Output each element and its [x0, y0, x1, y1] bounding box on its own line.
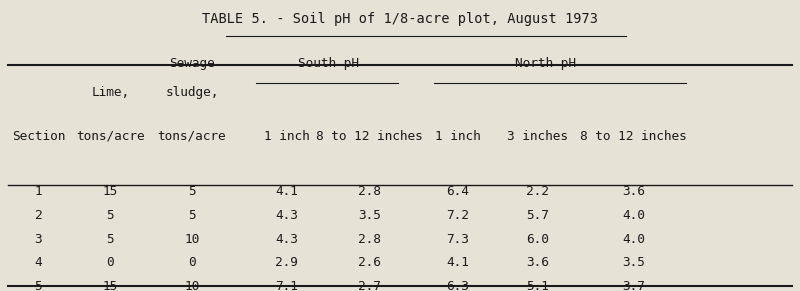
Text: South pH: South pH: [298, 57, 358, 70]
Text: 4.3: 4.3: [275, 209, 298, 222]
Text: 2.6: 2.6: [358, 256, 381, 269]
Text: 8 to 12 inches: 8 to 12 inches: [316, 129, 423, 143]
Text: 6.0: 6.0: [526, 233, 549, 246]
Text: 1 inch: 1 inch: [263, 129, 310, 143]
Text: 1 inch: 1 inch: [434, 129, 481, 143]
Text: 5: 5: [188, 185, 196, 198]
Text: 8 to 12 inches: 8 to 12 inches: [580, 129, 687, 143]
Text: 5.1: 5.1: [526, 280, 549, 291]
Text: 0: 0: [188, 256, 196, 269]
Text: 3.6: 3.6: [622, 185, 645, 198]
Text: 7.3: 7.3: [446, 233, 469, 246]
Text: 3.7: 3.7: [622, 280, 645, 291]
Text: 10: 10: [184, 280, 200, 291]
Text: tons/acre: tons/acre: [158, 129, 226, 143]
Text: 2: 2: [34, 209, 42, 222]
Text: 4.3: 4.3: [275, 233, 298, 246]
Text: 4.0: 4.0: [622, 233, 645, 246]
Text: 0: 0: [106, 256, 114, 269]
Text: 2.9: 2.9: [275, 256, 298, 269]
Text: 15: 15: [102, 185, 118, 198]
Text: 7.2: 7.2: [446, 209, 469, 222]
Text: 5: 5: [106, 233, 114, 246]
Text: 3: 3: [34, 233, 42, 246]
Text: tons/acre: tons/acre: [76, 129, 145, 143]
Text: 5.7: 5.7: [526, 209, 549, 222]
Text: 7.1: 7.1: [275, 280, 298, 291]
Text: TABLE 5. - Soil pH of 1/8-acre plot, August 1973: TABLE 5. - Soil pH of 1/8-acre plot, Aug…: [202, 12, 598, 26]
Text: 10: 10: [184, 233, 200, 246]
Text: sludge,: sludge,: [166, 86, 218, 99]
Text: 3.5: 3.5: [358, 209, 381, 222]
Text: 1: 1: [34, 185, 42, 198]
Text: 5: 5: [34, 280, 42, 291]
Text: 3 inches: 3 inches: [507, 129, 568, 143]
Text: North pH: North pH: [515, 57, 576, 70]
Text: 4: 4: [34, 256, 42, 269]
Text: 3.6: 3.6: [526, 256, 549, 269]
Text: 6.4: 6.4: [446, 185, 469, 198]
Text: 3.5: 3.5: [622, 256, 645, 269]
Text: Sewage: Sewage: [169, 57, 215, 70]
Text: 2.8: 2.8: [358, 185, 381, 198]
Text: 4.1: 4.1: [275, 185, 298, 198]
Text: 6.3: 6.3: [446, 280, 469, 291]
Text: Lime,: Lime,: [91, 86, 130, 99]
Text: 4.1: 4.1: [446, 256, 469, 269]
Text: 2.7: 2.7: [358, 280, 381, 291]
Text: 5: 5: [188, 209, 196, 222]
Text: 15: 15: [102, 280, 118, 291]
Text: 5: 5: [106, 209, 114, 222]
Text: 2.8: 2.8: [358, 233, 381, 246]
Text: 4.0: 4.0: [622, 209, 645, 222]
Text: 2.2: 2.2: [526, 185, 549, 198]
Text: Section: Section: [12, 129, 65, 143]
